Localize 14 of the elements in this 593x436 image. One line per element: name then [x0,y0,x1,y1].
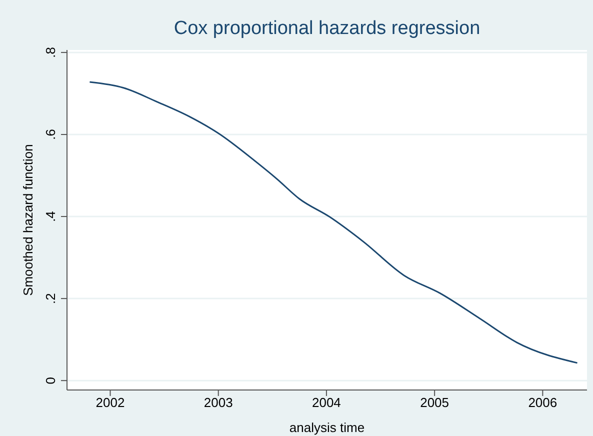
x-tick-label: 2002 [96,395,125,410]
x-tick-label: 2005 [420,395,450,410]
y-tick-label: .8 [43,47,58,58]
x-tick-label: 2003 [204,395,233,410]
x-tick-label: 2004 [312,395,341,410]
x-tick-label: 2006 [528,395,558,410]
y-tick-label: .4 [43,211,58,222]
x-axis-title: analysis time [289,420,365,435]
chart-title: Cox proportional hazards regression [172,18,482,40]
y-axis-title: Smoothed hazard function [20,144,36,296]
y-tick-label: .6 [43,129,58,140]
line-series [88,81,578,364]
y-tick-label: 0 [43,376,58,384]
y-tick-label: .2 [43,293,58,304]
